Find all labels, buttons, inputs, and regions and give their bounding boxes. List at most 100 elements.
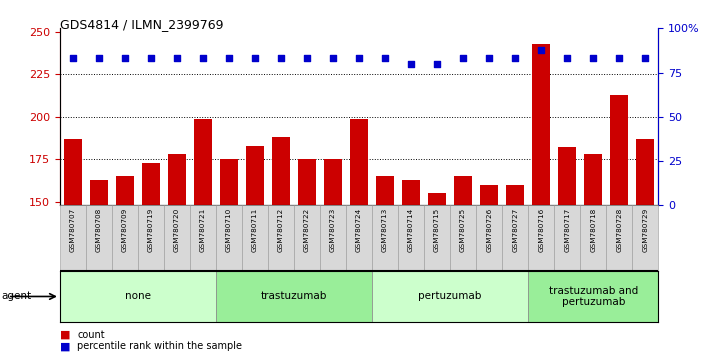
Bar bbox=[554, 205, 580, 271]
Point bbox=[562, 56, 573, 61]
Point bbox=[640, 56, 651, 61]
Bar bbox=[398, 205, 424, 271]
Bar bbox=[190, 205, 216, 271]
Bar bbox=[294, 205, 320, 271]
Text: GSM780723: GSM780723 bbox=[330, 207, 336, 252]
Text: GSM780710: GSM780710 bbox=[226, 207, 232, 252]
Bar bbox=[115, 176, 134, 205]
Bar bbox=[632, 205, 658, 271]
Bar bbox=[528, 271, 658, 322]
Point bbox=[327, 56, 339, 61]
Text: GSM780707: GSM780707 bbox=[70, 207, 76, 252]
Text: GSM780716: GSM780716 bbox=[538, 207, 544, 252]
Bar bbox=[506, 185, 524, 205]
Text: GSM780729: GSM780729 bbox=[642, 207, 648, 252]
Bar bbox=[558, 148, 577, 205]
Bar bbox=[350, 119, 368, 205]
Point bbox=[484, 56, 495, 61]
Bar bbox=[372, 205, 398, 271]
Bar bbox=[610, 95, 628, 205]
Bar bbox=[376, 176, 394, 205]
Text: GSM780717: GSM780717 bbox=[564, 207, 570, 252]
Point bbox=[301, 56, 313, 61]
Bar bbox=[372, 271, 528, 322]
Point bbox=[614, 56, 625, 61]
Text: GDS4814 / ILMN_2399769: GDS4814 / ILMN_2399769 bbox=[60, 18, 223, 31]
Text: GSM780718: GSM780718 bbox=[590, 207, 596, 252]
Text: GSM780711: GSM780711 bbox=[252, 207, 258, 252]
Text: GSM780708: GSM780708 bbox=[96, 207, 102, 252]
Point bbox=[223, 56, 234, 61]
Text: GSM780726: GSM780726 bbox=[486, 207, 492, 252]
Point bbox=[458, 56, 469, 61]
Point bbox=[119, 56, 130, 61]
Text: GSM780725: GSM780725 bbox=[460, 207, 466, 252]
Bar bbox=[580, 205, 606, 271]
Bar bbox=[220, 159, 238, 205]
Point bbox=[379, 56, 391, 61]
Text: GSM780714: GSM780714 bbox=[408, 207, 414, 252]
Text: ■: ■ bbox=[60, 341, 70, 351]
Point bbox=[536, 47, 547, 52]
Text: GSM780719: GSM780719 bbox=[148, 207, 154, 252]
Point bbox=[432, 61, 443, 67]
Bar bbox=[246, 146, 264, 205]
Text: trastuzumab: trastuzumab bbox=[260, 291, 327, 302]
Text: percentile rank within the sample: percentile rank within the sample bbox=[77, 341, 242, 351]
Point bbox=[93, 56, 104, 61]
Bar bbox=[428, 193, 446, 205]
Text: none: none bbox=[125, 291, 151, 302]
Bar bbox=[346, 205, 372, 271]
Point bbox=[171, 56, 182, 61]
Bar bbox=[424, 205, 450, 271]
Point bbox=[275, 56, 287, 61]
Bar bbox=[60, 271, 216, 322]
Point bbox=[197, 56, 208, 61]
Bar bbox=[402, 180, 420, 205]
Bar bbox=[216, 271, 372, 322]
Text: GSM780721: GSM780721 bbox=[200, 207, 206, 252]
Bar bbox=[142, 163, 160, 205]
Bar bbox=[90, 180, 108, 205]
Text: agent: agent bbox=[1, 291, 32, 302]
Bar bbox=[320, 205, 346, 271]
Point bbox=[406, 61, 417, 67]
Bar bbox=[606, 205, 632, 271]
Bar bbox=[194, 119, 212, 205]
Bar bbox=[450, 205, 476, 271]
Text: GSM780724: GSM780724 bbox=[356, 207, 362, 252]
Text: GSM780709: GSM780709 bbox=[122, 207, 128, 252]
Text: GSM780715: GSM780715 bbox=[434, 207, 440, 252]
Bar bbox=[298, 159, 316, 205]
Bar bbox=[502, 205, 528, 271]
Text: GSM780722: GSM780722 bbox=[304, 207, 310, 252]
Bar bbox=[242, 205, 268, 271]
Text: GSM780727: GSM780727 bbox=[512, 207, 518, 252]
Bar bbox=[454, 176, 472, 205]
Bar bbox=[584, 154, 603, 205]
Bar bbox=[168, 154, 186, 205]
Text: GSM780713: GSM780713 bbox=[382, 207, 388, 252]
Text: count: count bbox=[77, 330, 105, 339]
Bar bbox=[480, 185, 498, 205]
Text: trastuzumab and
pertuzumab: trastuzumab and pertuzumab bbox=[548, 286, 638, 307]
Point bbox=[67, 56, 78, 61]
Bar bbox=[476, 205, 502, 271]
Bar bbox=[138, 205, 164, 271]
Text: GSM780728: GSM780728 bbox=[616, 207, 622, 252]
Text: GSM780720: GSM780720 bbox=[174, 207, 180, 252]
Text: pertuzumab: pertuzumab bbox=[418, 291, 482, 302]
Bar bbox=[86, 205, 112, 271]
Bar bbox=[636, 139, 654, 205]
Bar bbox=[324, 159, 342, 205]
Bar bbox=[60, 205, 86, 271]
Point bbox=[510, 56, 521, 61]
Bar bbox=[112, 205, 138, 271]
Text: GSM780712: GSM780712 bbox=[278, 207, 284, 252]
Bar bbox=[216, 205, 242, 271]
Bar bbox=[268, 205, 294, 271]
Bar bbox=[164, 205, 190, 271]
Bar bbox=[532, 44, 551, 205]
Point bbox=[353, 56, 365, 61]
Text: ■: ■ bbox=[60, 330, 70, 339]
